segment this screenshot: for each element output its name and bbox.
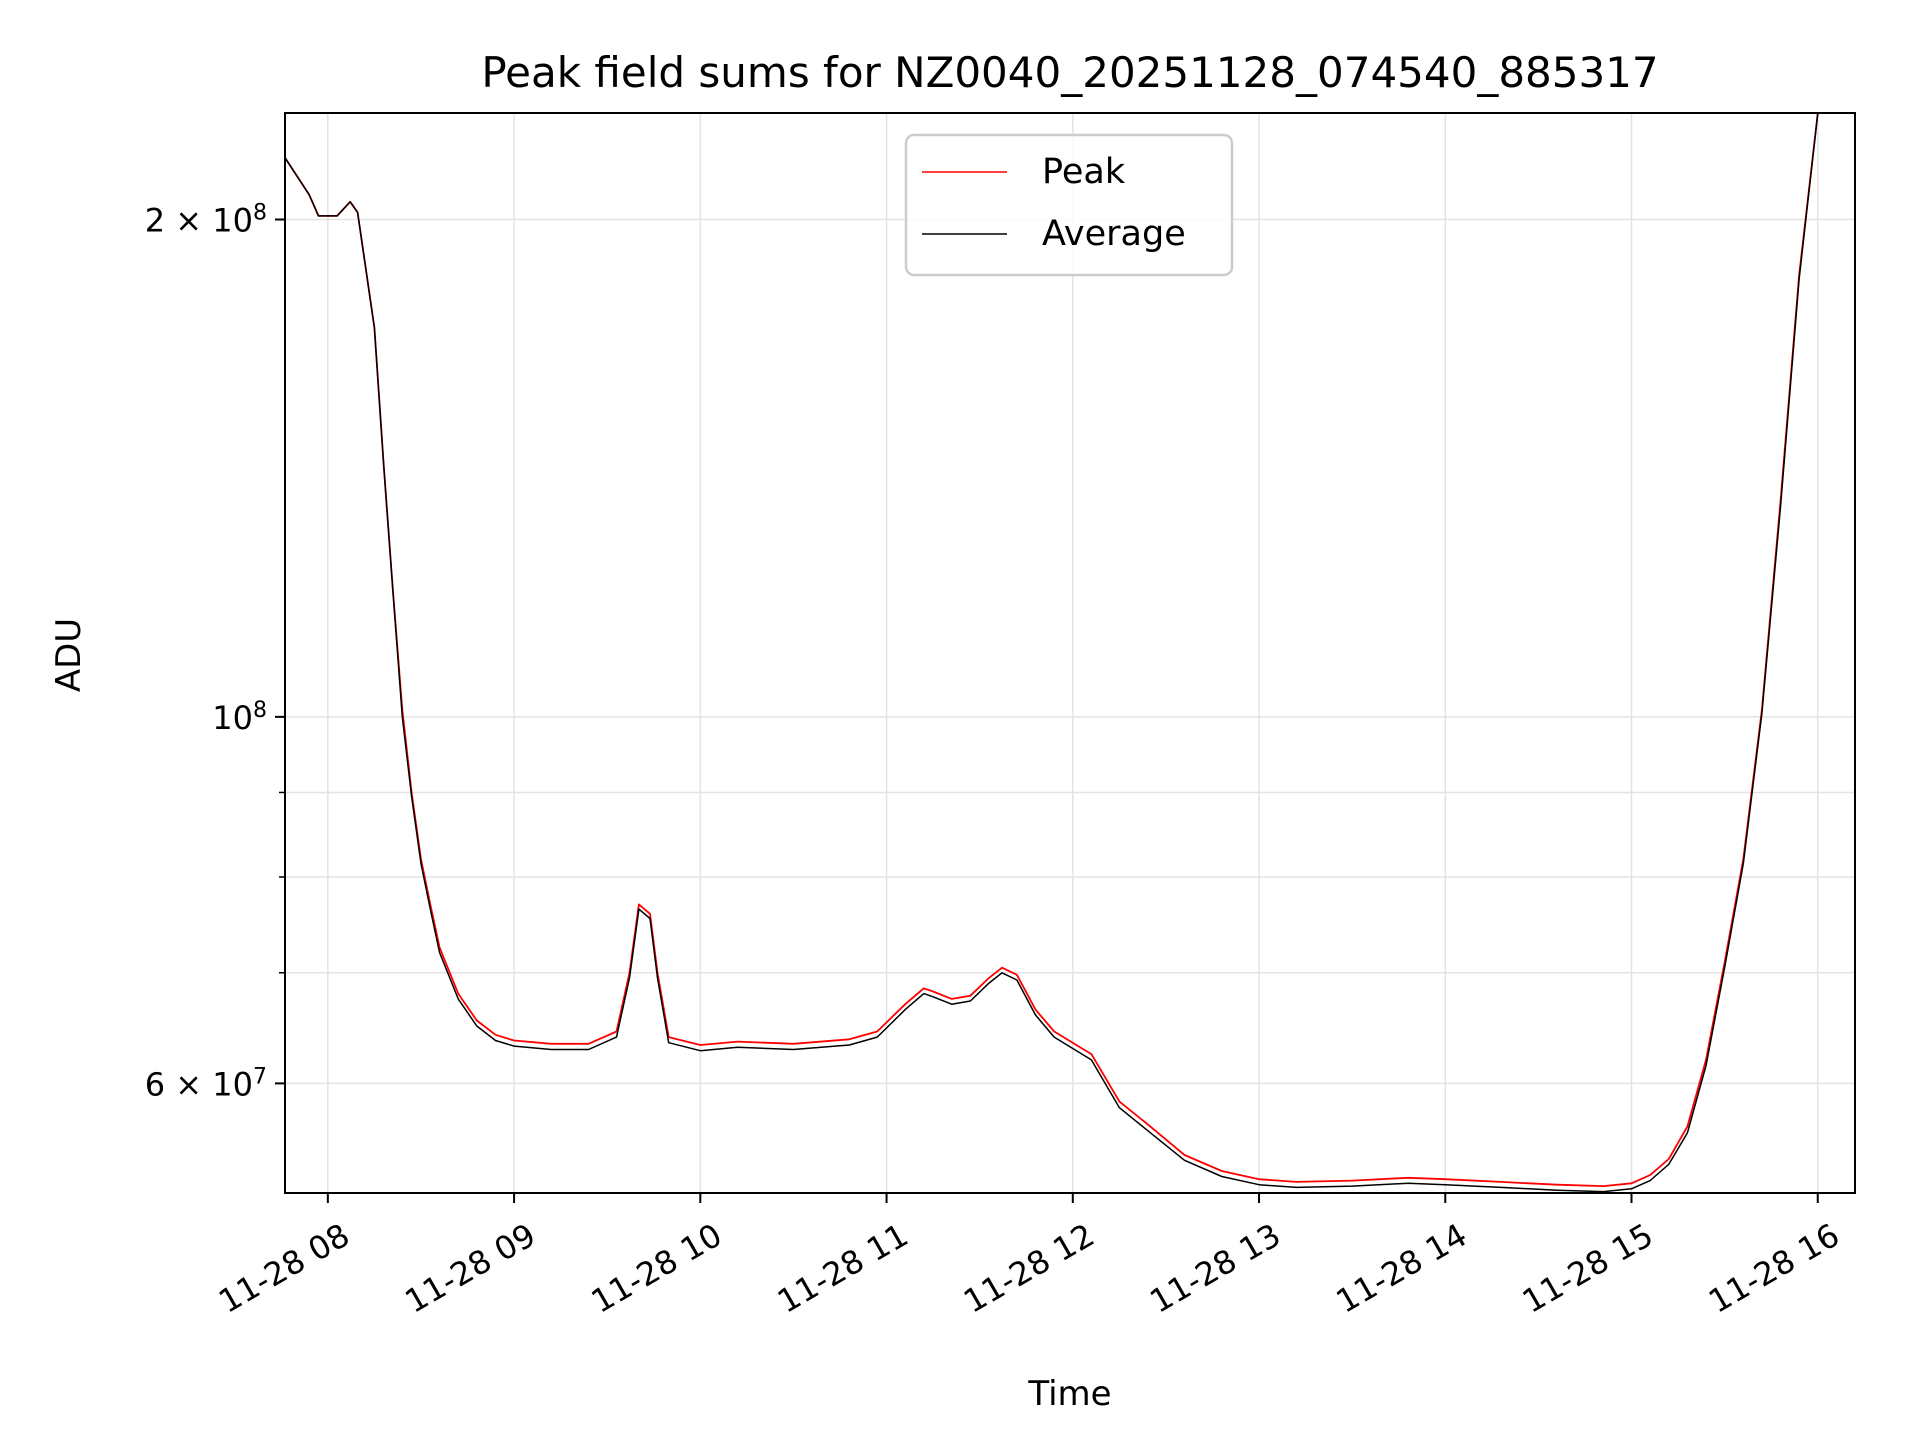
y-tick-times: × (165, 201, 212, 239)
y-tick-base: 10 (212, 1065, 253, 1103)
chart-title: Peak field sums for NZ0040_20251128_0745… (481, 48, 1658, 97)
x-axis-label: Time (1027, 1374, 1111, 1414)
y-tick-exp: 7 (253, 1064, 267, 1089)
y-tick-base: 10 (212, 201, 253, 239)
series-layer (285, 113, 1855, 1193)
y-tick-exp: 8 (253, 697, 267, 722)
legend-average-label: Average (1042, 214, 1186, 254)
legend: Peak Average (904, 133, 1234, 277)
y-tick-mantissa: 2 (145, 201, 165, 239)
y-tick-times: × (165, 1065, 212, 1103)
y-axis-label: ADU (49, 618, 89, 692)
legend-peak-label: Peak (1042, 152, 1126, 192)
y-tick-label: 6 × 107 (145, 1064, 267, 1104)
y-tick-base: 10 (212, 699, 253, 737)
legend-box (904, 133, 1234, 277)
y-tick-label: 2 × 108 (145, 200, 267, 240)
y-tick-mantissa: 6 (145, 1065, 165, 1103)
y-tick-exp: 8 (253, 200, 267, 225)
y-tick-label: 108 (212, 697, 267, 737)
plot-frame (284, 112, 1856, 1194)
series-line-average (285, 113, 1855, 1193)
